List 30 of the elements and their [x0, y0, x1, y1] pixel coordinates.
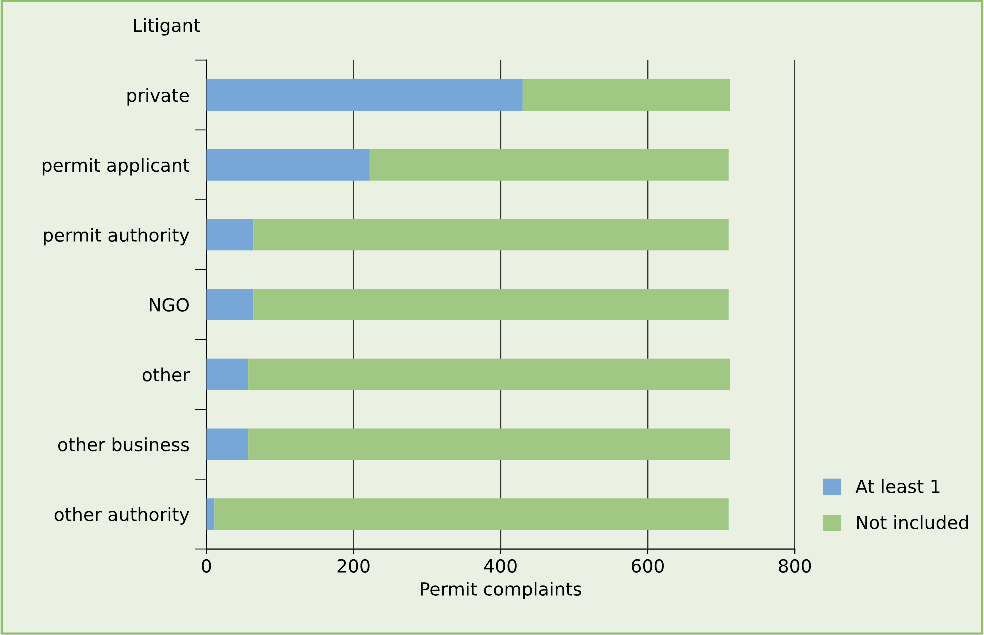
bar — [206, 428, 249, 460]
x-tick-label: 400 — [484, 559, 517, 573]
x-tick-label: 200 — [338, 559, 370, 573]
x-tick-label: 800 — [779, 559, 812, 573]
legend-label: Not included — [857, 516, 968, 530]
bar — [206, 149, 370, 181]
y-axis-title: Litigant — [134, 18, 200, 36]
y-tick-label: permit authority — [44, 228, 190, 246]
x-axis-title: Permit complaints — [421, 582, 582, 600]
bar — [214, 498, 729, 530]
x-tick-label: 0 — [202, 559, 212, 573]
bar — [248, 358, 730, 390]
y-tick-label: private — [128, 88, 190, 106]
y-tick-label: NGO — [150, 298, 189, 312]
bar — [206, 289, 254, 321]
bar — [206, 498, 215, 530]
bar — [254, 219, 729, 251]
bar — [248, 428, 730, 460]
bar — [206, 80, 523, 111]
y-tick-label: other — [142, 368, 190, 382]
y-tick-label: permit applicant — [42, 158, 190, 176]
bar — [522, 80, 730, 111]
legend-label: At least 1 — [856, 479, 940, 494]
x-tick-label: 600 — [632, 559, 664, 573]
bar — [206, 358, 249, 390]
bar — [370, 149, 729, 181]
bar — [206, 219, 254, 251]
y-tick-label: other business — [58, 438, 190, 452]
y-tick-label: other authority — [54, 507, 190, 525]
bar — [254, 289, 729, 321]
